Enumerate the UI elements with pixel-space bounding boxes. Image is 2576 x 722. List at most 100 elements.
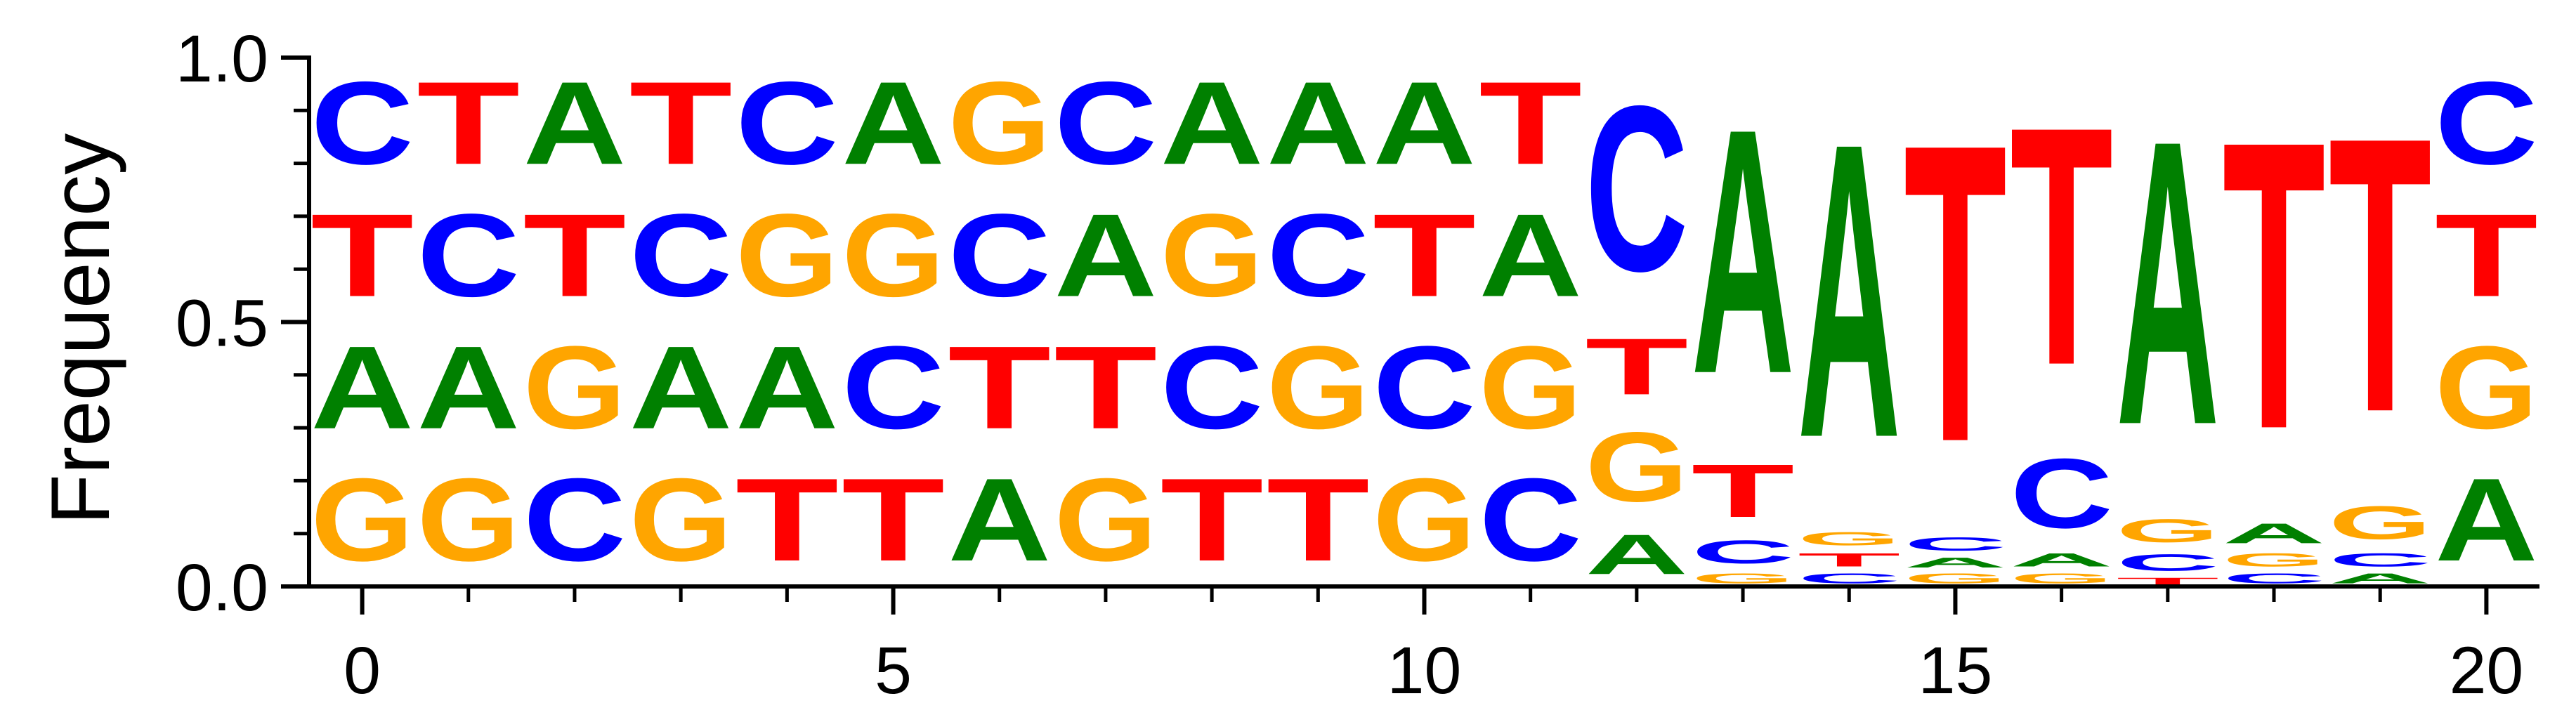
logo-letter-T-pos-7: T [1054,321,1158,453]
logo-letter-T-pos-19: T [2329,56,2432,494]
y-tick-label: 1.0 [176,22,268,96]
logo-letter-A-pos-9: A [1267,58,1370,190]
logo-letter-T-pos-10: T [1373,189,1476,321]
logo-letter-G-pos-12: G [1586,412,1689,523]
logo-letter-C-pos-16: C [2010,438,2113,549]
logo-letter-G-pos-6: G [948,57,1051,189]
logo-letter-G-pos-15: G [1904,571,2007,586]
logo-letter-A-pos-1: A [417,322,520,454]
logo-letter-T-pos-4: T [735,454,839,586]
logo-letter-T-pos-6: T [948,321,1051,453]
logo-letter-A-pos-15: A [1904,555,2007,571]
logo-letter-A-pos-19: A [2329,570,2432,586]
x-axis-ticks: 0 5 10 15 20 [344,586,2523,708]
logo-letter-C-pos-3: C [629,190,733,322]
logo-letter-A-pos-5: A [842,58,945,190]
logo-letter-T-pos-1: T [417,57,520,189]
logo-letter-T-pos-14: T [1798,549,1901,570]
logo-letter-A-pos-17: A [2117,55,2220,509]
logo-letter-G-pos-11: G [1479,321,1582,453]
logo-letter-A-pos-14: A [1798,55,1901,525]
logo-letter-G-pos-0: G [310,454,414,586]
logo-letter-A-pos-20: A [2435,454,2538,586]
logo-letter-C-pos-6: C [948,190,1051,322]
logo-letter-G-pos-9: G [1267,321,1370,453]
logo-letter-C-pos-17: C [2117,549,2220,576]
logo-stacks: GATCGACTCGTAGACTTAGCTCGAATCGGTACTCGATGCA… [310,55,2537,586]
logo-letter-A-pos-10: A [1373,58,1476,190]
logo-letter-C-pos-11: C [1479,454,1582,586]
logo-letter-C-pos-5: C [842,322,945,454]
logo-letter-A-pos-4: A [735,322,839,454]
logo-letter-T-pos-18: T [2223,55,2326,515]
x-tick-label: 10 [1387,634,1462,708]
logo-letter-G-pos-19: G [2329,497,2432,549]
logo-letter-T-pos-13: T [1692,449,1795,533]
logo-letter-T-pos-9: T [1267,454,1370,586]
x-tick-label: 0 [344,634,381,708]
logo-letter-G-pos-13: G [1692,571,1795,586]
logo-letter-C-pos-9: C [1267,190,1370,322]
logo-letter-G-pos-1: G [417,454,520,586]
logo-letter-A-pos-3: A [629,322,733,454]
logo-letter-T-pos-0: T [310,189,414,321]
logo-letter-T-pos-5: T [842,454,945,586]
logo-letter-A-pos-13: A [1692,55,1795,446]
logo-letter-G-pos-18: G [2223,549,2326,570]
logo-letter-C-pos-2: C [523,454,627,586]
logo-letter-C-pos-15: C [1904,534,2007,555]
logo-letter-A-pos-2: A [523,58,627,190]
logo-letter-A-pos-0: A [310,322,414,454]
logo-letter-T-pos-17: T [2117,576,2220,586]
logo-letter-T-pos-3: T [629,57,733,189]
logo-letter-A-pos-18: A [2223,518,2326,549]
logo-letter-T-pos-12: T [1586,322,1689,412]
logo-letter-C-pos-8: C [1160,322,1264,454]
logo-letter-T-pos-11: T [1479,57,1582,189]
y-axis-title: Frequency [34,133,127,525]
logo-letter-C-pos-4: C [735,58,839,190]
logo-letter-G-pos-14: G [1798,528,1901,549]
logo-letter-C-pos-1: C [417,190,520,322]
logo-letter-G-pos-4: G [735,189,839,321]
x-tick-label: 15 [1918,634,1993,708]
logo-letter-C-pos-10: C [1373,322,1476,454]
logo-letter-C-pos-20: C [2435,58,2538,190]
logo-letter-T-pos-2: T [523,189,627,321]
y-tick-label: 0.0 [176,551,268,625]
logo-letter-C-pos-14: C [1798,570,1901,586]
logo-letter-T-pos-20: T [2435,189,2538,321]
logo-letter-A-pos-12: A [1586,523,1689,586]
logo-letter-G-pos-20: G [2435,321,2538,453]
logo-letter-G-pos-3: G [629,454,733,586]
logo-letter-G-pos-16: G [2010,571,2113,586]
logo-letter-A-pos-16: A [2010,549,2113,570]
logo-letter-C-pos-0: C [310,58,414,190]
y-tick-label: 0.5 [176,287,268,361]
logo-letter-C-pos-19: C [2329,549,2432,570]
logo-letter-C-pos-12: C [1586,57,1689,320]
logo-letter-T-pos-8: T [1160,454,1264,586]
x-tick-label: 5 [875,634,912,708]
logo-letter-A-pos-7: A [1054,190,1158,322]
